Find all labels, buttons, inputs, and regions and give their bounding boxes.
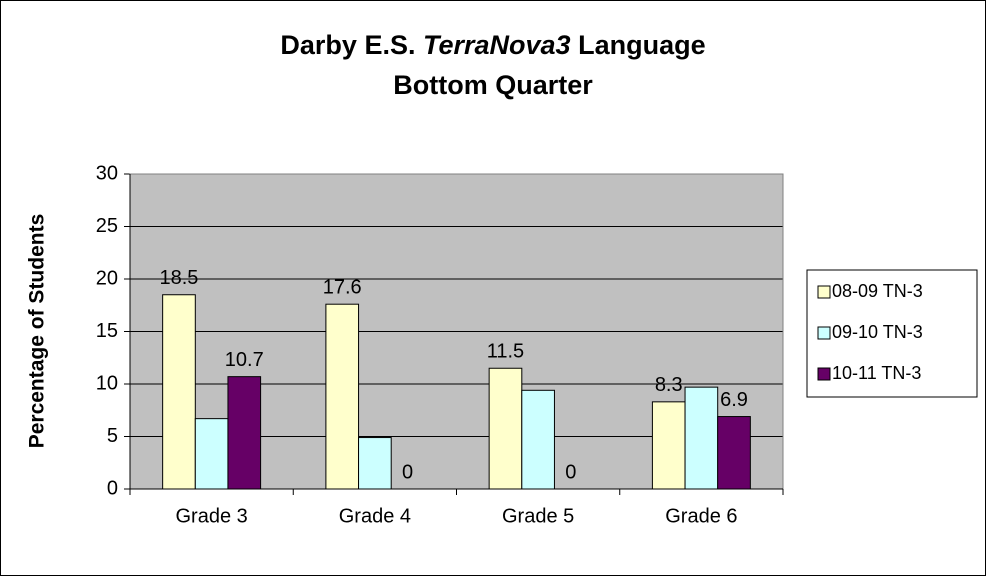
bar bbox=[488, 367, 523, 490]
bar bbox=[521, 389, 555, 490]
y-tick-label: 25 bbox=[96, 215, 118, 237]
y-axis-label: Percentage of Students bbox=[26, 214, 49, 449]
legend-box bbox=[806, 269, 978, 398]
bar bbox=[227, 376, 262, 490]
data-label: 17.6 bbox=[323, 276, 362, 298]
bar bbox=[651, 401, 686, 490]
y-tick-label: 0 bbox=[107, 477, 118, 499]
data-label: 0 bbox=[402, 461, 413, 483]
y-tick-label: 10 bbox=[96, 372, 118, 394]
bar bbox=[358, 437, 392, 490]
data-label: 11.5 bbox=[487, 341, 524, 363]
bar bbox=[717, 416, 751, 490]
chart-subtitle: Bottom Quarter bbox=[393, 70, 593, 100]
title-part: TerraNova3 bbox=[423, 30, 571, 60]
x-tick-label: Grade 6 bbox=[665, 505, 737, 527]
x-tick-label: Grade 4 bbox=[339, 505, 411, 527]
legend-label: 09-10 TN-3 bbox=[832, 322, 923, 342]
y-tick-label: 15 bbox=[96, 320, 118, 342]
y-tick-label: 5 bbox=[107, 425, 118, 447]
data-label: 8.3 bbox=[655, 374, 683, 396]
title-part: Darby E.S. bbox=[280, 30, 415, 60]
data-label: 0 bbox=[565, 461, 576, 483]
data-label: 10.7 bbox=[225, 349, 264, 371]
x-tick-label: Grade 5 bbox=[502, 505, 574, 527]
y-tick-label: 20 bbox=[96, 267, 118, 289]
title-part: Language bbox=[578, 30, 706, 60]
bar bbox=[162, 294, 196, 490]
bar bbox=[684, 386, 719, 490]
chart-title: Darby E.S. TerraNova3 Language bbox=[280, 30, 705, 60]
data-label: 6.9 bbox=[720, 389, 748, 411]
x-tick-label: Grade 3 bbox=[175, 505, 247, 527]
legend-label: 10-11 TN-3 bbox=[832, 363, 921, 383]
legend-swatch bbox=[817, 326, 831, 340]
legend-swatch bbox=[817, 367, 831, 381]
y-tick-label: 30 bbox=[96, 162, 118, 184]
legend-label: 08-09 TN-3 bbox=[832, 281, 923, 301]
legend-swatch bbox=[817, 285, 831, 299]
bar bbox=[194, 418, 229, 490]
data-label: 18.5 bbox=[160, 267, 199, 289]
bar bbox=[325, 303, 360, 490]
